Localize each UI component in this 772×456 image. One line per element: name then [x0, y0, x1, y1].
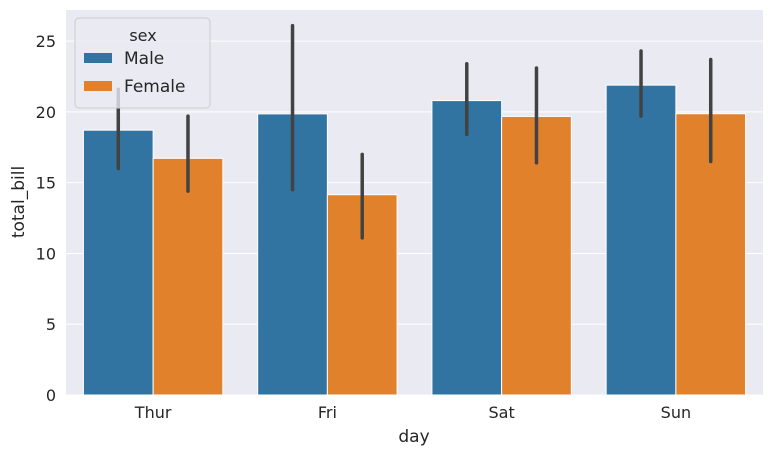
- x-tick-label: Sat: [489, 403, 515, 422]
- x-axis-label: day: [398, 427, 429, 447]
- y-tick-label: 20: [36, 103, 56, 122]
- x-tick-label: Thur: [134, 403, 172, 422]
- y-tick-label: 10: [36, 244, 56, 263]
- y-tick-label: 5: [46, 315, 56, 334]
- x-tick-label: Fri: [318, 403, 337, 422]
- y-axis-label: total_bill: [9, 166, 29, 238]
- y-tick-label: 25: [36, 32, 56, 51]
- bar-male: [431, 100, 503, 396]
- legend-label: Female: [124, 77, 185, 97]
- legend-swatch-female: [84, 81, 112, 91]
- y-tick-label: 15: [36, 174, 56, 193]
- bar-female: [152, 157, 224, 396]
- x-tick-label: Sun: [661, 403, 691, 422]
- bar-male: [605, 84, 677, 396]
- legend-title: sex: [129, 26, 156, 45]
- legend-label: Male: [124, 49, 164, 69]
- y-tick-label: 0: [46, 386, 56, 405]
- legend: sex Male Female: [74, 17, 211, 109]
- legend-swatch-male: [84, 53, 112, 63]
